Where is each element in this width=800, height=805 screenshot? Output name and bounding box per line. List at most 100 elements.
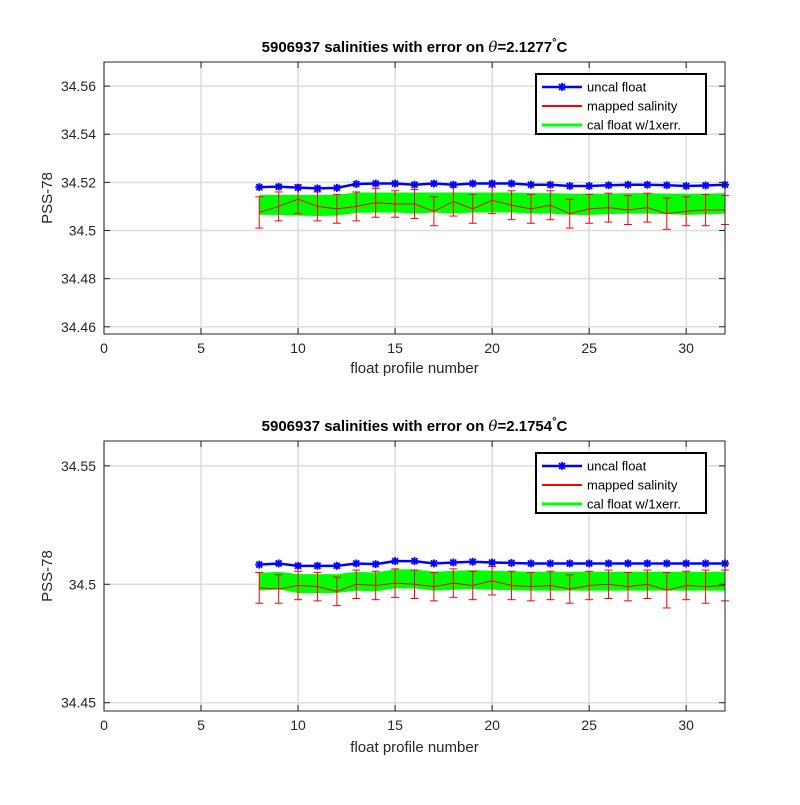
uncal-float-marker-stroke	[604, 181, 613, 189]
uncal-float-marker-stroke	[682, 559, 690, 568]
uncal-float-marker-stroke	[333, 184, 341, 192]
uncal-float-point	[468, 179, 477, 188]
x-tick-label: 20	[484, 340, 500, 356]
x-tick-label: 30	[678, 717, 694, 733]
uncal-float-point	[371, 179, 380, 188]
axes-box	[103, 440, 726, 712]
uncal-float-marker-stroke	[643, 559, 652, 568]
chart-panel-2: 0 5 10 15 20 25 30 34.45 34.5 34.55 float profile …	[39, 416, 729, 756]
uncal-float-marker-stroke	[294, 184, 302, 192]
uncal-float-marker-stroke	[275, 183, 283, 191]
legend-label-2: mapped salinity	[587, 478, 678, 493]
x-tick-label: 0	[100, 340, 108, 356]
uncal-float-marker-stroke	[352, 180, 360, 188]
uncal-float-marker-stroke	[546, 559, 554, 568]
uncal-float-marker-stroke	[701, 181, 710, 190]
uncal-float-point	[701, 559, 710, 568]
uncal-float-point	[507, 558, 516, 567]
x-axis-label: float profile number	[350, 739, 478, 756]
uncal-float-point	[391, 179, 400, 188]
y-axis-label: PSS-78	[39, 550, 56, 602]
uncal-float-marker-stroke	[507, 559, 516, 567]
y-tick-label: 34.45	[61, 695, 96, 711]
x-tick-label: 5	[197, 340, 205, 356]
title-value: =2.1277	[497, 39, 552, 56]
x-tick-label: 10	[290, 340, 306, 356]
uncal-float-marker-stroke	[663, 181, 671, 189]
title-value: =2.1754	[497, 418, 552, 435]
uncal-float-marker-stroke	[585, 559, 593, 568]
uncal-float-marker-stroke	[469, 558, 477, 566]
x-tick-label: 20	[484, 717, 500, 733]
uncal-float-point	[449, 180, 458, 189]
uncal-float-marker-stroke	[333, 562, 341, 570]
y-tick-label: 34.48	[61, 271, 96, 287]
uncal-float-point	[255, 183, 264, 192]
uncal-float-marker-stroke	[566, 182, 574, 190]
title-unit: C	[557, 418, 568, 435]
uncal-float-point	[507, 179, 516, 188]
uncal-float-marker-stroke	[643, 181, 652, 189]
title-theta: θ	[488, 38, 497, 56]
uncal-float-point	[313, 184, 322, 193]
y-tick-label: 34.52	[61, 174, 96, 190]
legend: uncal float mapped salinity cal float w/1x…	[535, 73, 707, 135]
y-tick-label: 34.56	[61, 78, 96, 94]
uncal-float-marker-stroke	[372, 560, 380, 568]
uncal-float-point	[604, 181, 613, 190]
uncal-float-marker-stroke	[488, 558, 496, 567]
uncal-float-marker-stroke	[546, 181, 554, 189]
uncal-float-point	[585, 559, 594, 568]
y-tick-label: 34.5	[69, 576, 96, 592]
chart-title: 5906937 salinities with error on θ=2.127…	[262, 37, 568, 56]
uncal-float-marker-stroke	[430, 179, 438, 188]
uncal-float-point	[546, 559, 555, 568]
title-degree: °	[552, 416, 556, 428]
uncal-float-point	[410, 557, 419, 566]
title-prefix: 5906937 salinities with error on	[262, 418, 489, 435]
uncal-float-marker-stroke	[488, 179, 496, 188]
y-tick-label: 34.5	[69, 222, 96, 238]
uncal-float-point	[488, 179, 497, 188]
uncal-float-marker-stroke	[449, 558, 457, 567]
uncal-float-point	[294, 183, 303, 192]
uncal-float-marker-stroke	[701, 559, 710, 568]
uncal-float-marker-stroke	[527, 181, 535, 189]
uncal-float-marker-stroke	[682, 182, 690, 190]
legend-label-2: mapped salinity	[587, 99, 678, 114]
uncal-float-marker-stroke	[624, 559, 632, 568]
title-degree: °	[552, 37, 556, 49]
uncal-float-marker-stroke	[624, 181, 632, 189]
uncal-float-marker-stroke	[410, 181, 419, 189]
uncal-float-point	[429, 559, 438, 568]
uncal-float-marker-stroke	[352, 559, 360, 568]
uncal-float-point	[643, 180, 652, 189]
uncal-float-point	[565, 559, 574, 568]
uncal-float-point	[565, 181, 574, 190]
uncal-float-point	[623, 180, 632, 189]
uncal-float-marker-stroke	[507, 179, 516, 188]
uncal-float-marker-stroke	[313, 562, 322, 570]
uncal-float-point	[623, 559, 632, 568]
uncal-float-marker-stroke	[391, 179, 399, 188]
uncal-float-point	[332, 561, 341, 570]
uncal-float-point	[274, 182, 283, 191]
uncal-float-point	[643, 559, 652, 568]
x-axis-label: float profile number	[350, 360, 478, 377]
uncal-float-point	[352, 180, 361, 189]
uncal-float-point	[682, 181, 691, 190]
uncal-float-point	[662, 559, 671, 568]
x-tick-label: 5	[197, 717, 205, 733]
uncal-float-point	[410, 180, 419, 189]
legend-label-3: cal float w/1xerr.	[587, 118, 681, 133]
uncal-float-point	[701, 181, 710, 190]
uncal-float-marker-stroke	[527, 559, 535, 568]
x-tick-label: 15	[387, 340, 403, 356]
uncal-float-marker-stroke	[585, 182, 593, 190]
uncal-float-marker-stroke	[255, 560, 263, 569]
uncal-float-point	[468, 557, 477, 566]
uncal-float-marker-stroke	[663, 559, 671, 568]
uncal-float-point	[604, 559, 613, 568]
